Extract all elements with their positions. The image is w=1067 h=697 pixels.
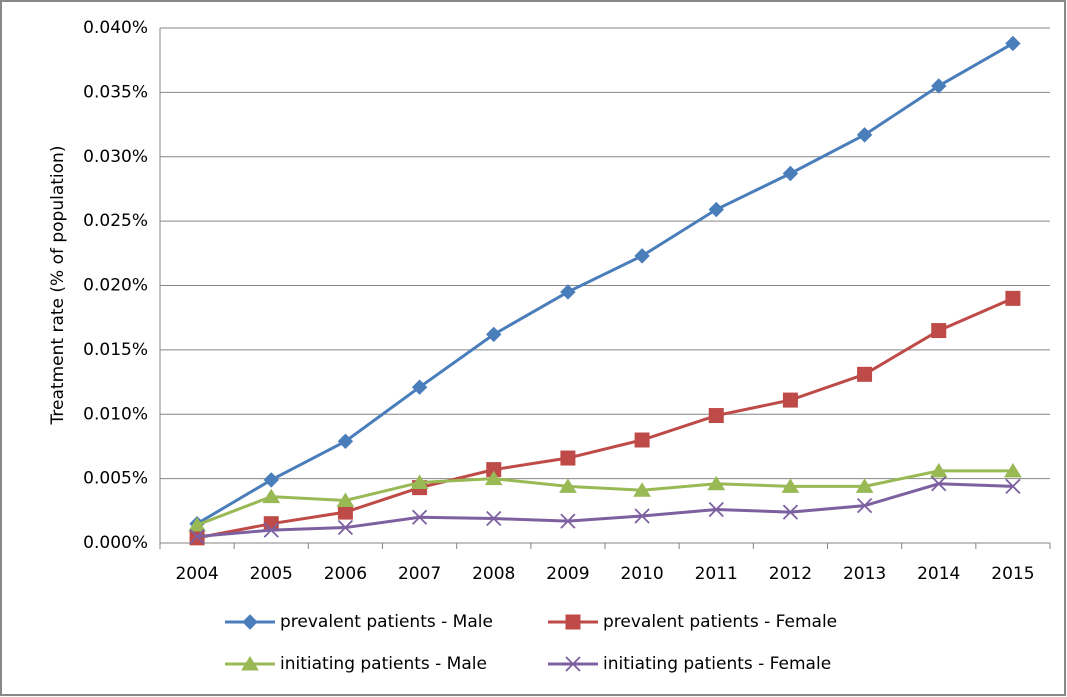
data-point — [1004, 462, 1022, 478]
data-point — [411, 379, 428, 395]
data-point — [857, 366, 873, 382]
data-point — [856, 498, 873, 514]
x-tick-label: 2015 — [991, 564, 1034, 584]
data-point — [781, 478, 800, 493]
y-tick-label: 0.025% — [83, 211, 148, 231]
data-point — [634, 508, 650, 524]
series-line — [196, 469, 1013, 527]
data-point — [189, 530, 205, 546]
data-point — [782, 165, 799, 182]
data-point — [337, 433, 354, 449]
data-point — [262, 488, 281, 504]
data-point — [484, 470, 503, 486]
y-tick-label: 0.040% — [83, 18, 148, 38]
series-line — [196, 482, 1013, 539]
data-point — [931, 78, 947, 94]
data-point — [708, 501, 724, 518]
y-tick-label: 0.015% — [83, 340, 148, 360]
y-tick-label: 0.010% — [83, 404, 148, 424]
data-point — [634, 248, 650, 264]
x-tick-label: 2008 — [472, 564, 515, 584]
data-point — [931, 323, 947, 339]
x-tick-label: 2007 — [398, 564, 441, 584]
data-point — [929, 462, 948, 478]
data-point — [410, 474, 429, 489]
legend-label: prevalent patients - Male — [280, 612, 493, 632]
x-tick-label: 2012 — [769, 564, 812, 584]
series-line — [196, 42, 1014, 525]
series-line — [196, 296, 1014, 540]
data-point — [782, 392, 798, 408]
data-point — [1005, 478, 1021, 494]
data-point — [486, 326, 502, 343]
x-tick-label: 2014 — [917, 564, 960, 584]
data-point — [856, 127, 873, 143]
y-tick-label: 0.035% — [83, 82, 148, 102]
y-tick-label: 0.000% — [83, 533, 148, 553]
x-tick-label: 2013 — [843, 564, 886, 584]
data-point — [188, 517, 206, 532]
data-point — [559, 478, 577, 493]
x-tick-label: 2009 — [546, 564, 589, 584]
data-point — [263, 472, 279, 488]
x-tick-label: 2006 — [324, 564, 367, 584]
y-tick-label: 0.005% — [83, 469, 148, 489]
data-point — [633, 482, 651, 497]
data-point — [1005, 35, 1021, 52]
data-point — [708, 408, 724, 424]
data-point — [931, 476, 947, 492]
x-tick-label: 2011 — [695, 564, 738, 584]
data-point — [1005, 290, 1021, 306]
x-tick-label: 2010 — [620, 564, 663, 584]
legend-marker — [241, 656, 259, 671]
data-point — [708, 201, 724, 218]
data-point — [634, 432, 650, 448]
data-point — [189, 528, 205, 545]
x-tick-label: 2004 — [175, 564, 218, 584]
y-tick-label: 0.020% — [83, 276, 148, 296]
x-tick-label: 2005 — [250, 564, 293, 584]
legend-label: initiating patients - Male — [280, 654, 487, 674]
y-tick-label: 0.030% — [83, 147, 148, 167]
data-point — [707, 475, 726, 491]
data-point — [560, 284, 576, 300]
data-point — [855, 478, 874, 493]
legend-marker — [242, 614, 258, 630]
data-point — [411, 509, 428, 525]
legend-marker — [565, 656, 581, 672]
y-axis-title: Treatment rate (% of population) — [48, 146, 68, 426]
data-point — [336, 492, 355, 508]
data-point — [782, 504, 799, 520]
data-point — [486, 510, 502, 527]
legend-label: prevalent patients - Female — [603, 612, 837, 632]
legend-label: initiating patients - Female — [603, 654, 831, 674]
data-point — [560, 450, 576, 466]
data-point — [337, 504, 353, 520]
data-point — [263, 522, 279, 538]
legend-marker — [565, 614, 581, 630]
data-point — [337, 519, 354, 536]
data-point — [560, 513, 576, 529]
